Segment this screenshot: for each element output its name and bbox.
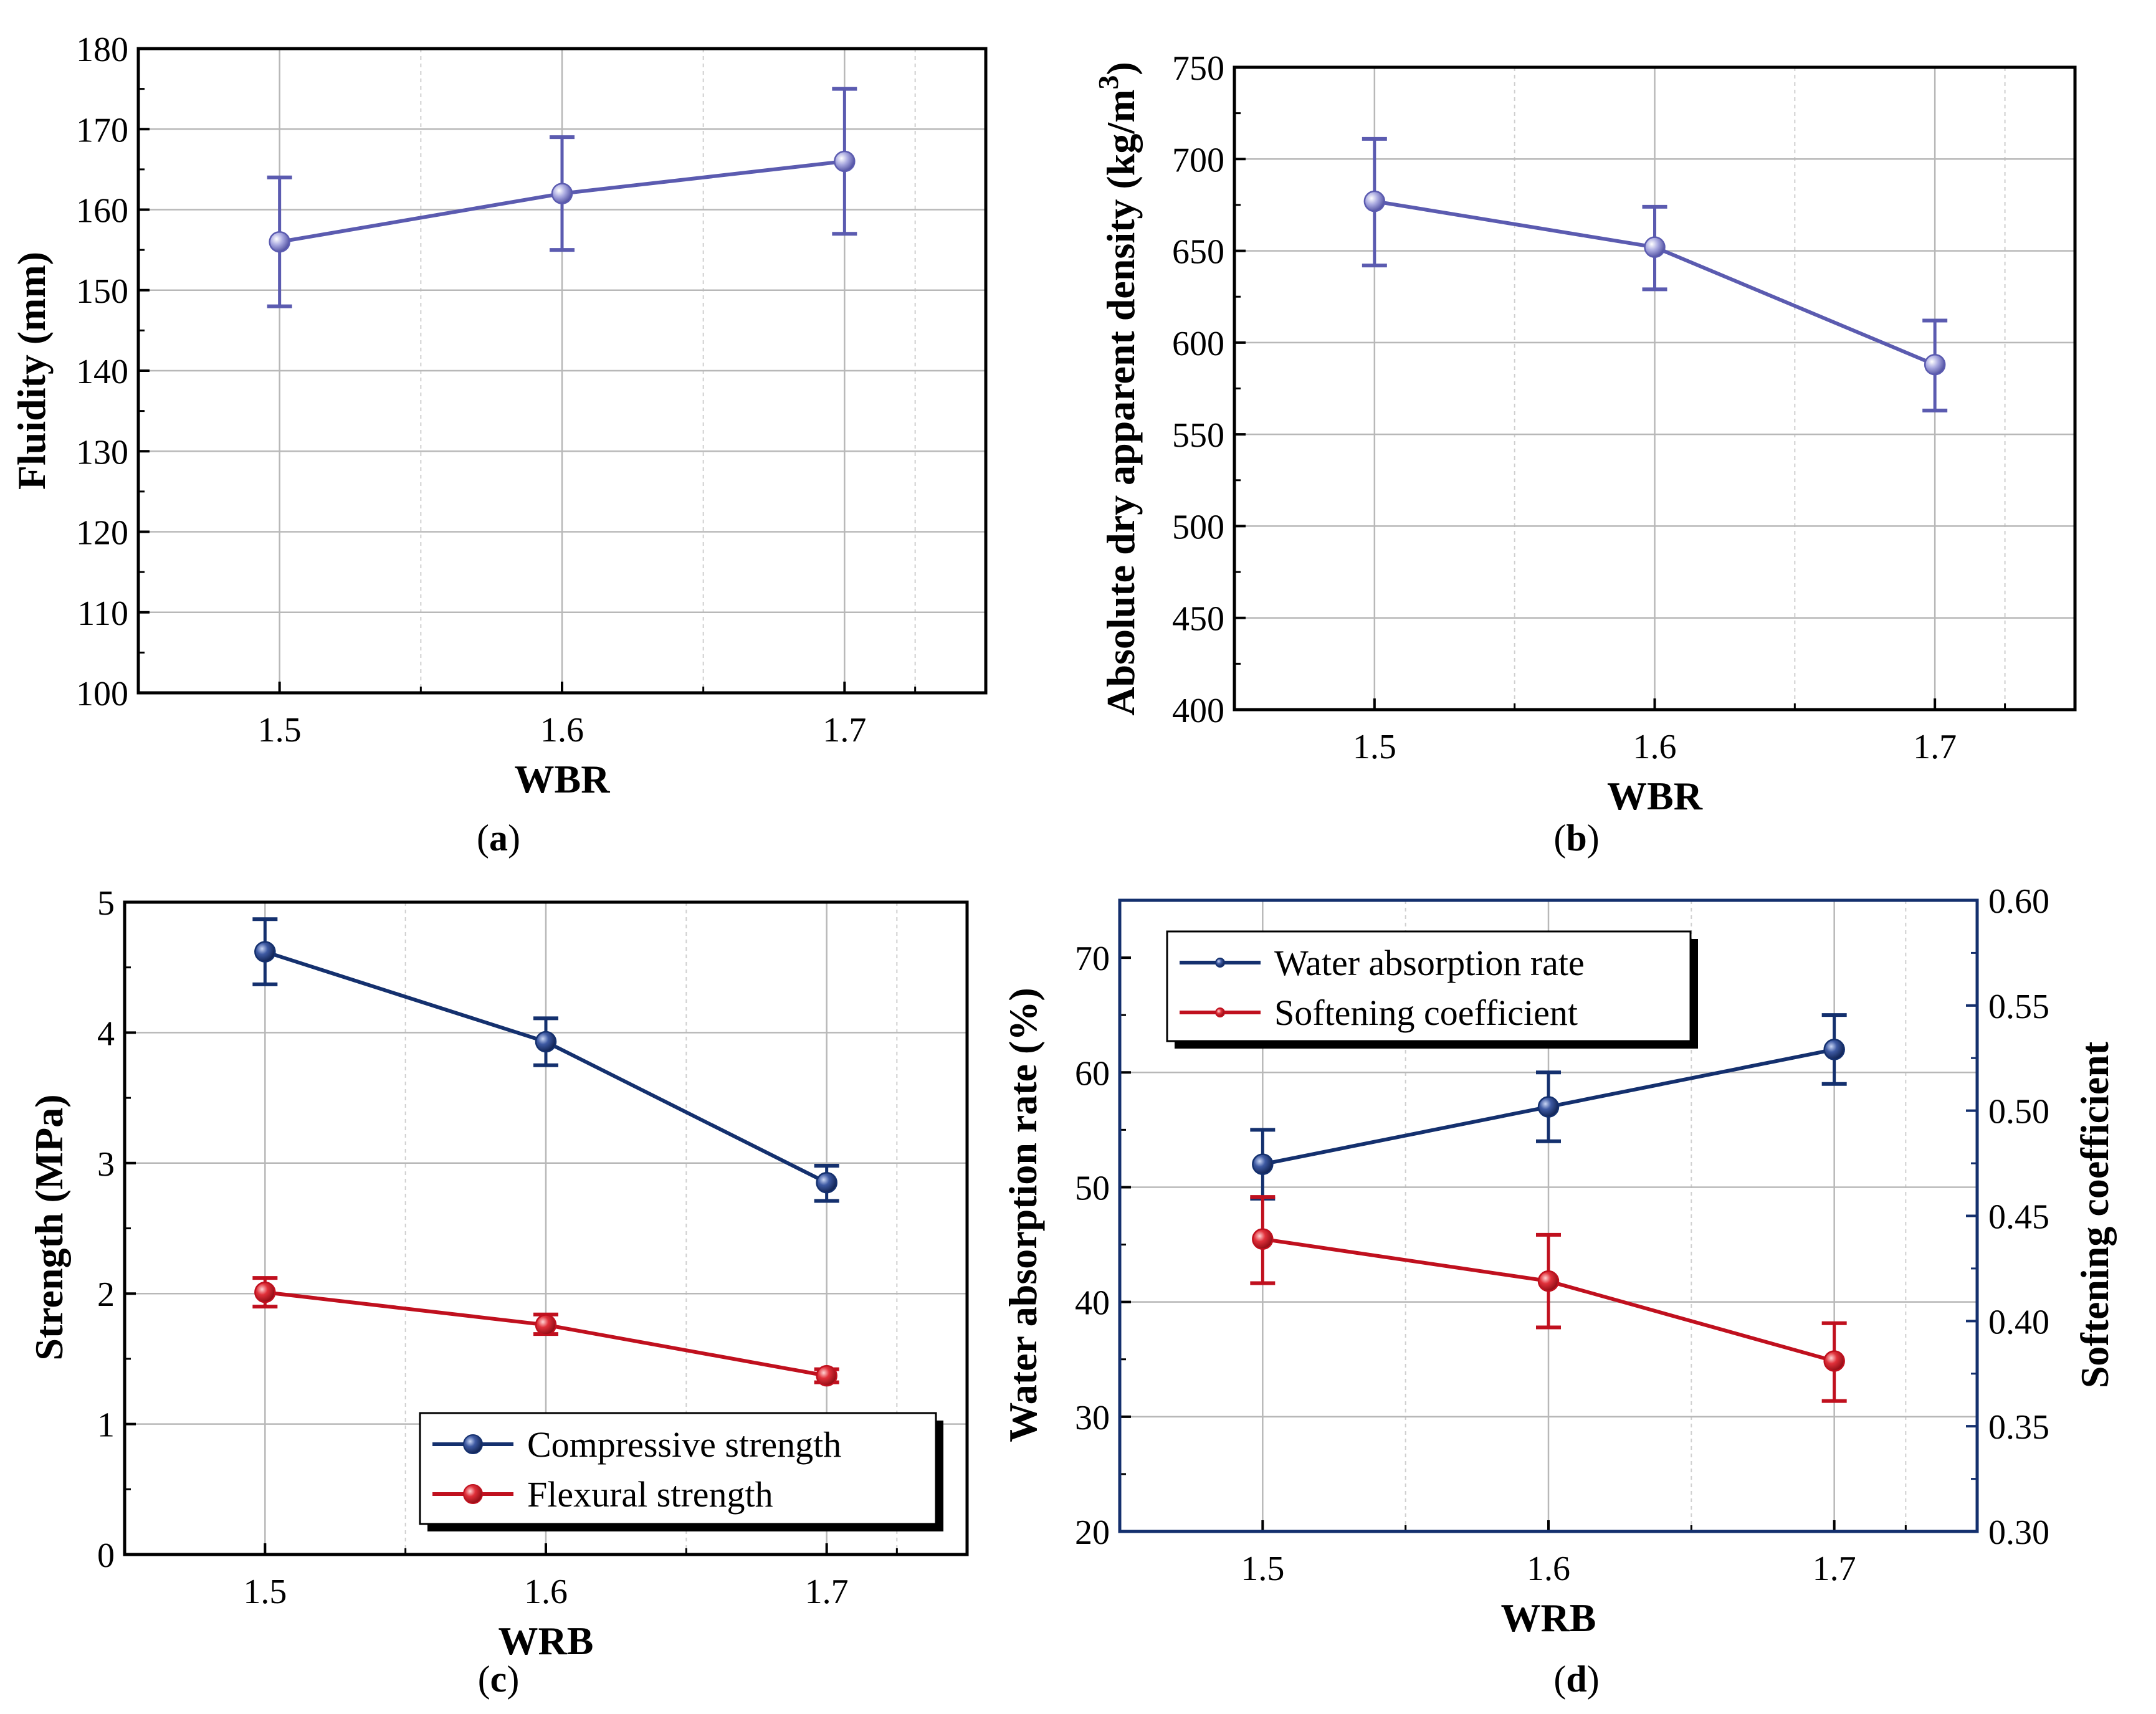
chart-b-y-tick-label: 450 <box>1172 600 1224 639</box>
chart-b-y-tick-label: 400 <box>1172 692 1224 730</box>
chart-c-y-tick-label: 2 <box>97 1275 115 1314</box>
chart-c-y-axis-label: Strength (MPa) <box>27 1094 71 1360</box>
chart-c-legend-label: Flexural strength <box>527 1474 773 1515</box>
chart-d-series-1-point <box>1252 1228 1274 1250</box>
chart-d-y2-tick-label: 0.40 <box>1988 1303 2049 1341</box>
chart-c-x-tick-label: 1.5 <box>243 1573 287 1611</box>
chart-c-legend-marker <box>463 1434 483 1454</box>
chart-a-x-tick-label: 1.7 <box>823 711 866 750</box>
chart-c-series-0-point <box>254 941 276 963</box>
chart-b-y-axis-label: Absolute dry apparent density (kg/m3) <box>1092 62 1143 715</box>
chart-a-y-tick-label: 110 <box>77 594 128 633</box>
chart-d-y2-tick-label: 0.35 <box>1988 1408 2049 1447</box>
chart-a-series-0-point <box>834 150 856 173</box>
chart-d-series-0-point <box>1252 1153 1274 1175</box>
chart-a-y-tick-label: 140 <box>76 353 128 391</box>
chart-d-frame <box>1118 898 1979 1533</box>
chart-d-series-0-point <box>1537 1096 1560 1118</box>
chart-c-x-tick-label: 1.6 <box>524 1573 568 1611</box>
chart-d-y-tick-label: 70 <box>1075 940 1110 978</box>
chart-a-caption: (a) <box>477 817 520 859</box>
chart-c-y-tick-label: 5 <box>97 884 115 923</box>
chart-d-y-tick-label: 60 <box>1075 1054 1110 1093</box>
chart-d-y-tick-label: 30 <box>1075 1399 1110 1437</box>
chart-d-legend-marker <box>1215 1007 1225 1017</box>
chart-d-x-tick-label: 1.7 <box>1813 1550 1856 1588</box>
chart-d-caption: (d) <box>1553 1659 1599 1700</box>
chart-a-x-tick-label: 1.5 <box>258 711 302 750</box>
chart-a-y-tick-label: 170 <box>76 111 128 150</box>
chart-a-y-axis-label: Fluidity (mm) <box>9 252 54 490</box>
chart-b-x-axis-label: WBR <box>1607 774 1703 818</box>
chart-b-caption: (b) <box>1553 817 1599 859</box>
chart-d-y-tick-label: 20 <box>1075 1513 1110 1552</box>
chart-a-y-tick-label: 130 <box>76 433 128 472</box>
chart-c-series-1-point <box>816 1364 837 1387</box>
chart-d-y2-axis-label: Softening coefficient <box>2073 1041 2117 1388</box>
chart-c-series-0-point <box>535 1031 557 1053</box>
chart-d-y-axis-label: Water absorption rate (%) <box>1001 988 1045 1442</box>
chart-b-series-0-point <box>1363 190 1386 212</box>
chart-b-y-tick-label: 500 <box>1172 508 1224 546</box>
chart-b-y-tick-label: 700 <box>1172 141 1224 179</box>
chart-a-x-tick-label: 1.6 <box>540 711 584 750</box>
chart-d-y2-tick-label: 0.50 <box>1988 1093 2049 1131</box>
chart-c-legend-marker <box>463 1484 483 1504</box>
chart-d-legend <box>1166 930 1692 1042</box>
chart-c-legend-label: Compressive strength <box>527 1424 841 1465</box>
chart-c-y-tick-label: 3 <box>97 1145 115 1184</box>
chart-d-y-tick-label: 50 <box>1075 1169 1110 1207</box>
chart-c-x-tick-label: 1.7 <box>805 1573 849 1611</box>
chart-d-y2-tick-label: 0.60 <box>1988 882 2049 921</box>
chart-b-series-0-point <box>1644 236 1666 258</box>
chart-d-legend-marker <box>1215 958 1225 968</box>
chart-b-x-tick-label: 1.7 <box>1913 728 1957 766</box>
chart-c-series-1-point <box>535 1314 557 1336</box>
chart-b-y-tick-label: 550 <box>1172 416 1224 455</box>
chart-b-series-0-point <box>1924 353 1946 376</box>
chart-a-y-tick-label: 150 <box>76 272 128 311</box>
chart-d-y2-tick-label: 0.45 <box>1988 1198 2049 1237</box>
chart-d-legend-label: Softening coefficient <box>1274 993 1578 1033</box>
chart-c-x-axis-label: WRB <box>498 1619 594 1663</box>
chart-c-y-tick-label: 4 <box>97 1014 115 1053</box>
chart-b-y-tick-label: 650 <box>1172 233 1224 272</box>
chart-d-panel: 20 30 40 50 60 70 0.30 0.35 0.40 0.45 0.50 0.55 0.60… <box>1001 882 2117 1700</box>
chart-a-y-tick-label: 180 <box>76 31 128 69</box>
chart-d-y2-tick-label: 0.55 <box>1988 988 2049 1026</box>
chart-c-y-tick-label: 0 <box>97 1536 115 1575</box>
chart-a-x-axis-label: WBR <box>515 757 611 801</box>
chart-b-x-tick-label: 1.6 <box>1633 728 1677 766</box>
chart-c-series-0-point <box>816 1171 837 1194</box>
chart-a-series-0-point <box>269 231 290 253</box>
chart-a-series-0-point <box>551 183 573 204</box>
chart-c-frame <box>123 900 969 1556</box>
chart-c-legend <box>419 1412 937 1525</box>
chart-a-y-tick-label: 100 <box>76 675 128 713</box>
chart-d-legend-label: Water absorption rate <box>1274 943 1585 983</box>
chart-d-series-1-point <box>1823 1350 1845 1372</box>
chart-a-panel: 100 110 120 130 140 150 160 170 180 1.5 1.6 1.7 WBR F… <box>9 31 988 859</box>
chart-d-series-1-point <box>1537 1270 1560 1292</box>
chart-b-panel: 400 450 500 550 600 650 700 750 1.5 1.6 1.7 WBR Abso… <box>1092 49 2077 859</box>
chart-b-y-tick-label: 750 <box>1172 49 1224 88</box>
chart-a-y-tick-label: 120 <box>76 514 128 553</box>
chart-c-caption: (c) <box>478 1659 520 1700</box>
chart-d-x-axis-label: WRB <box>1501 1596 1596 1640</box>
chart-c-y-tick-label: 1 <box>97 1406 115 1445</box>
chart-b-x-tick-label: 1.5 <box>1353 728 1396 766</box>
chart-d-y2-tick-label: 0.30 <box>1988 1513 2049 1552</box>
chart-b-frame <box>1233 65 2077 712</box>
chart-d-x-tick-label: 1.5 <box>1241 1550 1284 1588</box>
chart-b-y-tick-label: 600 <box>1172 325 1224 363</box>
chart-d-series-0-point <box>1823 1039 1845 1060</box>
chart-a-frame <box>136 47 988 695</box>
chart-c-series-1-point <box>254 1281 276 1303</box>
chart-d-y-tick-label: 40 <box>1075 1284 1110 1323</box>
chart-d-x-tick-label: 1.6 <box>1527 1550 1570 1588</box>
chart-c-panel: 0 1 2 3 4 5 1.5 1.6 1.7 Compressive strength Flexu… <box>27 884 969 1700</box>
chart-a-y-tick-label: 160 <box>76 192 128 231</box>
